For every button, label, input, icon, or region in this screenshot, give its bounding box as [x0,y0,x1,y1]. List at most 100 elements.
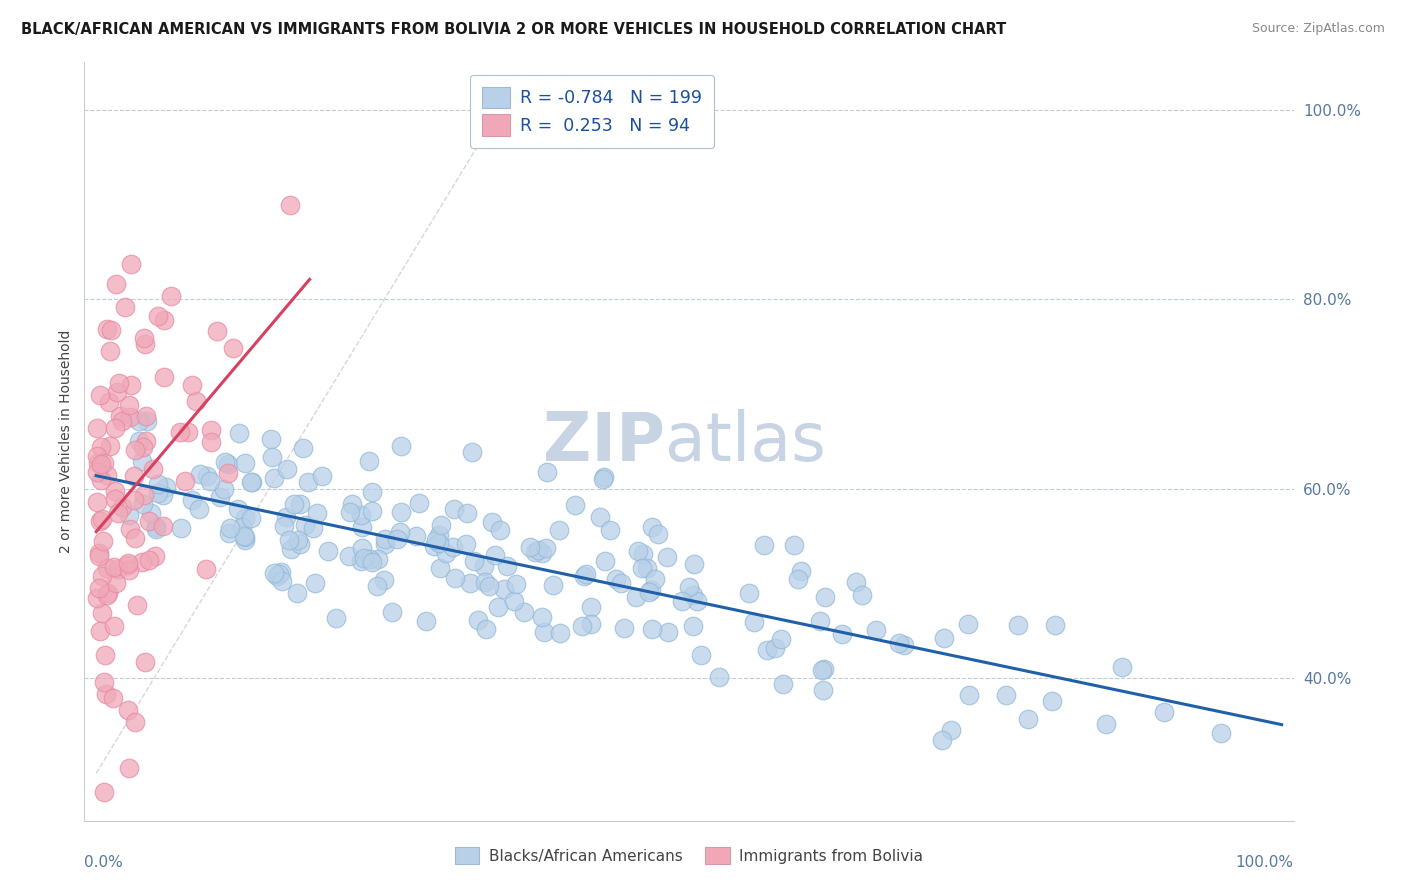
Point [381,605,404,619]
Point [153,312,176,326]
Point [169,425,191,440]
Point [887,636,910,650]
Point [124,468,146,483]
Point [683,557,706,571]
Point [814,590,837,604]
Point [104,483,127,498]
Point [1094,716,1116,731]
Point [472,558,495,573]
Point [186,393,208,408]
Point [454,537,477,551]
Point [283,497,305,511]
Point [304,576,326,591]
Point [98,394,121,409]
Point [91,606,114,620]
Point [105,576,128,591]
Point [188,501,211,516]
Point [104,277,127,291]
Point [361,555,384,569]
Point [359,454,381,468]
Point [120,377,142,392]
Point [89,388,111,402]
Point [208,490,231,504]
Point [86,494,108,508]
Point [845,574,868,589]
Point [233,456,256,470]
Point [765,640,787,655]
Point [170,521,193,535]
Point [288,536,311,550]
Point [787,573,810,587]
Point [689,648,711,662]
Point [290,497,312,511]
Point [631,547,654,561]
Point [350,508,373,522]
Point [388,524,411,539]
Point [548,625,571,640]
Point [640,622,662,636]
Text: 0.0%: 0.0% [84,855,124,870]
Point [579,617,602,632]
Text: Source: ZipAtlas.com: Source: ZipAtlas.com [1251,22,1385,36]
Point [96,322,118,336]
Point [91,533,114,548]
Point [131,555,153,569]
Point [541,577,564,591]
Point [197,468,219,483]
Point [444,571,467,585]
Point [177,425,200,439]
Point [405,529,427,543]
Point [219,521,242,535]
Point [588,509,610,524]
Point [367,552,389,566]
Point [89,515,111,529]
Text: atlas: atlas [665,409,825,475]
Legend: Blacks/African Americans, Immigrants from Bolivia: Blacks/African Americans, Immigrants fro… [449,841,929,870]
Point [239,511,262,525]
Point [638,584,661,599]
Point [200,423,222,437]
Point [316,543,339,558]
Point [605,572,627,586]
Point [564,498,586,512]
Point [93,456,115,470]
Point [128,414,150,428]
Point [772,677,794,691]
Point [769,632,792,646]
Point [467,613,489,627]
Point [481,516,503,530]
Point [285,586,308,600]
Point [533,624,555,639]
Point [941,723,963,737]
Point [90,440,112,454]
Point [100,323,122,337]
Point [280,542,302,557]
Point [484,548,506,562]
Point [738,586,761,600]
Point [790,564,813,578]
Point [613,621,636,635]
Point [118,761,141,775]
Point [270,565,292,579]
Point [342,497,364,511]
Point [430,518,453,533]
Point [91,569,114,583]
Point [865,624,887,638]
Point [783,537,806,551]
Point [108,409,131,424]
Point [86,465,108,479]
Point [474,574,496,589]
Point [302,520,325,534]
Point [228,426,250,441]
Point [117,558,139,572]
Point [121,257,143,271]
Point [1211,726,1233,740]
Point [505,577,527,591]
Point [86,591,108,606]
Point [893,638,915,652]
Point [263,471,285,485]
Point [995,688,1018,702]
Point [536,465,558,479]
Point [128,434,150,449]
Point [408,496,430,510]
